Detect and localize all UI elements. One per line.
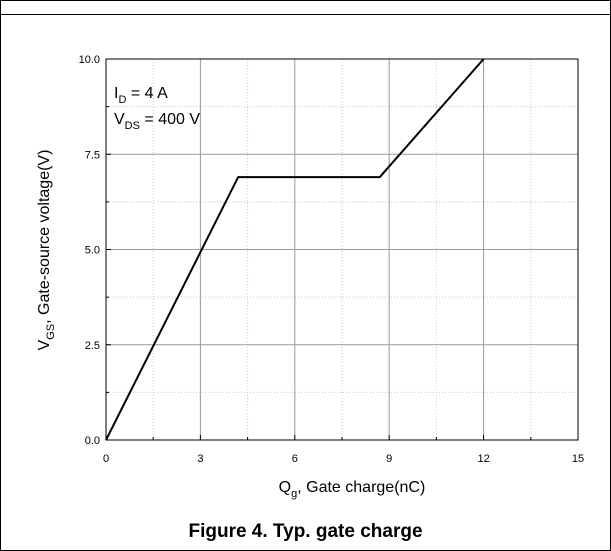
annotation-vds: VDS = 400 V — [114, 111, 200, 132]
y-tick-label: 10.0 — [79, 54, 100, 66]
x-tick-label: 6 — [292, 453, 298, 465]
plot-border — [105, 58, 579, 441]
x-tick-label: 9 — [386, 453, 392, 465]
x-tick-label: 0 — [103, 453, 109, 465]
y-tick-labels: 0.0 2.5 5.0 7.5 10.0 — [79, 54, 100, 447]
x-tick-label: 3 — [197, 453, 203, 465]
y-tick-label: 7.5 — [85, 149, 100, 161]
y-tick-label: 5.0 — [85, 245, 100, 257]
top-rule — [0, 14, 611, 15]
x-tick-labels: 0 3 6 9 12 15 — [103, 453, 584, 465]
figure-caption: Figure 4. Typ. gate charge — [188, 521, 423, 542]
vgs-series-line — [105, 58, 485, 441]
minor-grid — [106, 59, 578, 440]
x-tick-label: 12 — [477, 453, 489, 465]
y-tick-label: 0.0 — [85, 435, 100, 447]
annotation-id: ID = 4 A — [114, 85, 168, 106]
x-tick-label: 15 — [572, 453, 584, 465]
y-axis-label: VGS, Gate-source voltage(V) — [36, 150, 57, 351]
x-axis-label: Qg, Gate charge(nC) — [279, 479, 426, 500]
y-tick-label: 2.5 — [85, 340, 100, 352]
major-grid — [106, 59, 578, 440]
series-group — [105, 58, 485, 441]
